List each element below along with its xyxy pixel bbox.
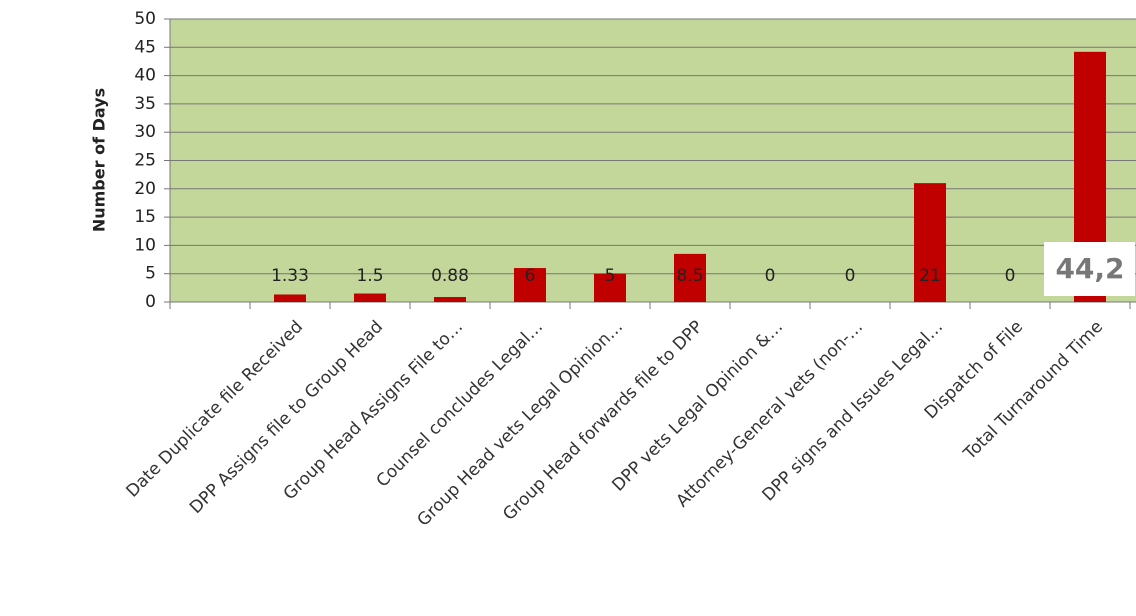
x-tick-label: Total Turnaround Time xyxy=(959,317,1107,465)
y-tick-label: 25 xyxy=(134,151,156,171)
y-tick-label: 30 xyxy=(134,122,156,142)
y-tick-label: 10 xyxy=(134,235,156,255)
data-label: 5 xyxy=(605,266,616,286)
data-label: 8.5 xyxy=(676,266,703,286)
x-tick-label: DPP vets Legal Opinion &… xyxy=(608,317,787,496)
bar xyxy=(354,293,386,302)
y-axis-label: Number of Days xyxy=(90,88,109,232)
data-label: 21 xyxy=(919,266,941,286)
y-tick-label: 40 xyxy=(134,66,156,86)
y-tick-label: 50 xyxy=(134,9,156,29)
y-tick-label: 20 xyxy=(134,179,156,199)
y-tick-label: 35 xyxy=(134,94,156,114)
y-tick-label: 5 xyxy=(145,264,156,284)
x-tick-label: Counsel concludes Legal… xyxy=(373,317,547,491)
data-label: 1.5 xyxy=(356,266,383,286)
y-tick-label: 15 xyxy=(134,207,156,227)
bar xyxy=(274,294,306,302)
bar xyxy=(914,183,946,302)
data-label: 0 xyxy=(845,266,856,286)
bar xyxy=(434,297,466,302)
bar xyxy=(674,253,706,302)
y-tick-label: 45 xyxy=(134,37,156,57)
data-label: 6 xyxy=(525,266,536,286)
data-label: 1.33 xyxy=(271,266,309,286)
data-label: 0 xyxy=(1005,266,1016,286)
data-label: 0 xyxy=(765,266,776,286)
data-label: 0.88 xyxy=(431,266,469,286)
data-label: 44,2 xyxy=(1055,252,1124,285)
data-label-box xyxy=(1044,242,1135,296)
bar xyxy=(514,268,546,302)
y-tick-label: 0 xyxy=(145,292,156,312)
bar xyxy=(594,273,626,302)
